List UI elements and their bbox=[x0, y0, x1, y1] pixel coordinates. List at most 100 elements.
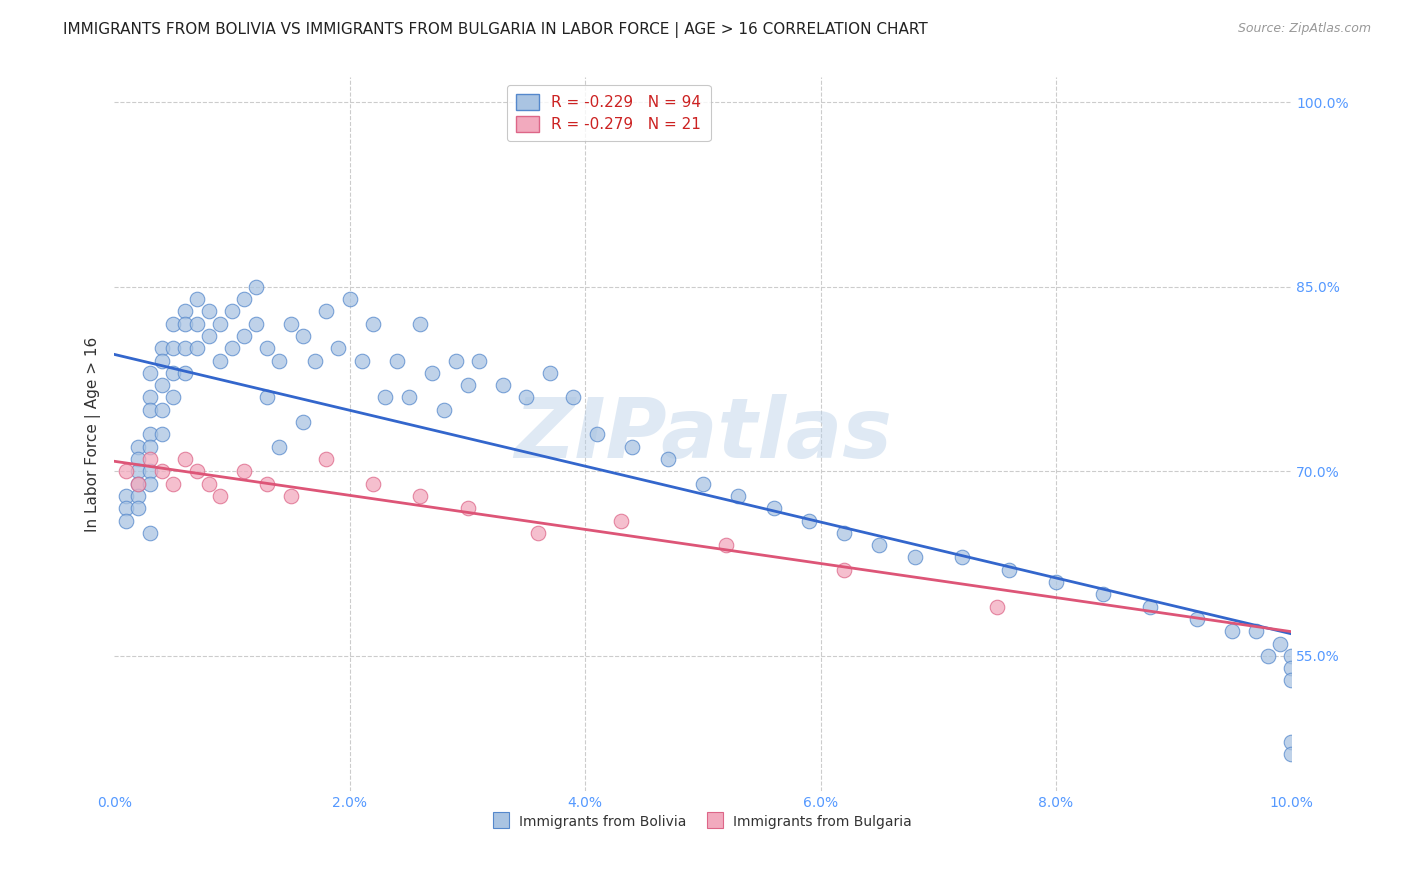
Point bbox=[904, 550, 927, 565]
Point bbox=[515, 391, 537, 405]
Point bbox=[115, 501, 138, 516]
Point bbox=[127, 476, 149, 491]
Point bbox=[127, 476, 149, 491]
Point bbox=[150, 402, 173, 417]
Point bbox=[197, 476, 219, 491]
Point bbox=[1279, 648, 1302, 663]
Point bbox=[139, 452, 162, 467]
Point bbox=[280, 317, 302, 331]
Point bbox=[1244, 624, 1267, 639]
Point bbox=[621, 440, 644, 454]
Point bbox=[727, 489, 749, 503]
Point bbox=[998, 563, 1021, 577]
Text: Source: ZipAtlas.com: Source: ZipAtlas.com bbox=[1237, 22, 1371, 36]
Point bbox=[139, 391, 162, 405]
Point bbox=[291, 415, 314, 429]
Point bbox=[398, 391, 420, 405]
Point bbox=[150, 427, 173, 442]
Y-axis label: In Labor Force | Age > 16: In Labor Force | Age > 16 bbox=[86, 336, 101, 532]
Point bbox=[868, 538, 890, 552]
Text: IMMIGRANTS FROM BOLIVIA VS IMMIGRANTS FROM BULGARIA IN LABOR FORCE | AGE > 16 CO: IMMIGRANTS FROM BOLIVIA VS IMMIGRANTS FR… bbox=[63, 22, 928, 38]
Point bbox=[233, 464, 256, 478]
Point bbox=[162, 341, 184, 355]
Point bbox=[1279, 735, 1302, 749]
Point bbox=[562, 391, 585, 405]
Point bbox=[139, 525, 162, 540]
Point bbox=[174, 317, 197, 331]
Point bbox=[127, 489, 149, 503]
Point bbox=[1268, 636, 1291, 650]
Point bbox=[186, 317, 208, 331]
Point bbox=[115, 464, 138, 478]
Point bbox=[1185, 612, 1208, 626]
Point bbox=[1279, 747, 1302, 762]
Point bbox=[221, 341, 243, 355]
Point bbox=[233, 292, 256, 306]
Point bbox=[986, 599, 1008, 614]
Point bbox=[256, 391, 278, 405]
Point bbox=[233, 329, 256, 343]
Point bbox=[1279, 661, 1302, 675]
Point bbox=[339, 292, 361, 306]
Point bbox=[127, 452, 149, 467]
Point bbox=[115, 514, 138, 528]
Point bbox=[280, 489, 302, 503]
Point bbox=[797, 514, 820, 528]
Point bbox=[150, 464, 173, 478]
Point bbox=[1279, 673, 1302, 688]
Point bbox=[1092, 587, 1115, 601]
Point bbox=[174, 304, 197, 318]
Point bbox=[186, 464, 208, 478]
Point bbox=[315, 452, 337, 467]
Point bbox=[174, 366, 197, 380]
Point bbox=[269, 440, 291, 454]
Point bbox=[609, 514, 631, 528]
Point bbox=[150, 378, 173, 392]
Point bbox=[139, 427, 162, 442]
Point bbox=[363, 476, 385, 491]
Point bbox=[527, 525, 550, 540]
Point bbox=[209, 353, 232, 368]
Point bbox=[209, 317, 232, 331]
Point bbox=[492, 378, 515, 392]
Point bbox=[409, 489, 432, 503]
Point bbox=[139, 476, 162, 491]
Point bbox=[139, 366, 162, 380]
Point bbox=[139, 402, 162, 417]
Point bbox=[150, 353, 173, 368]
Point bbox=[657, 452, 679, 467]
Point bbox=[315, 304, 337, 318]
Point bbox=[468, 353, 491, 368]
Point bbox=[433, 402, 456, 417]
Point bbox=[1257, 648, 1279, 663]
Text: ZIPatlas: ZIPatlas bbox=[515, 394, 891, 475]
Point bbox=[1045, 575, 1067, 590]
Point bbox=[409, 317, 432, 331]
Point bbox=[209, 489, 232, 503]
Point bbox=[1139, 599, 1161, 614]
Point bbox=[457, 501, 479, 516]
Point bbox=[457, 378, 479, 392]
Point bbox=[174, 341, 197, 355]
Point bbox=[162, 366, 184, 380]
Legend: Immigrants from Bolivia, Immigrants from Bulgaria: Immigrants from Bolivia, Immigrants from… bbox=[489, 809, 917, 834]
Point bbox=[385, 353, 408, 368]
Point bbox=[692, 476, 714, 491]
Point bbox=[245, 279, 267, 293]
Point bbox=[197, 329, 219, 343]
Point bbox=[832, 525, 855, 540]
Point bbox=[420, 366, 443, 380]
Point bbox=[197, 304, 219, 318]
Point bbox=[150, 341, 173, 355]
Point bbox=[139, 464, 162, 478]
Point bbox=[127, 440, 149, 454]
Point bbox=[269, 353, 291, 368]
Point bbox=[127, 501, 149, 516]
Point bbox=[762, 501, 785, 516]
Point bbox=[716, 538, 738, 552]
Point bbox=[162, 476, 184, 491]
Point bbox=[586, 427, 609, 442]
Point bbox=[950, 550, 973, 565]
Point bbox=[139, 440, 162, 454]
Point bbox=[350, 353, 373, 368]
